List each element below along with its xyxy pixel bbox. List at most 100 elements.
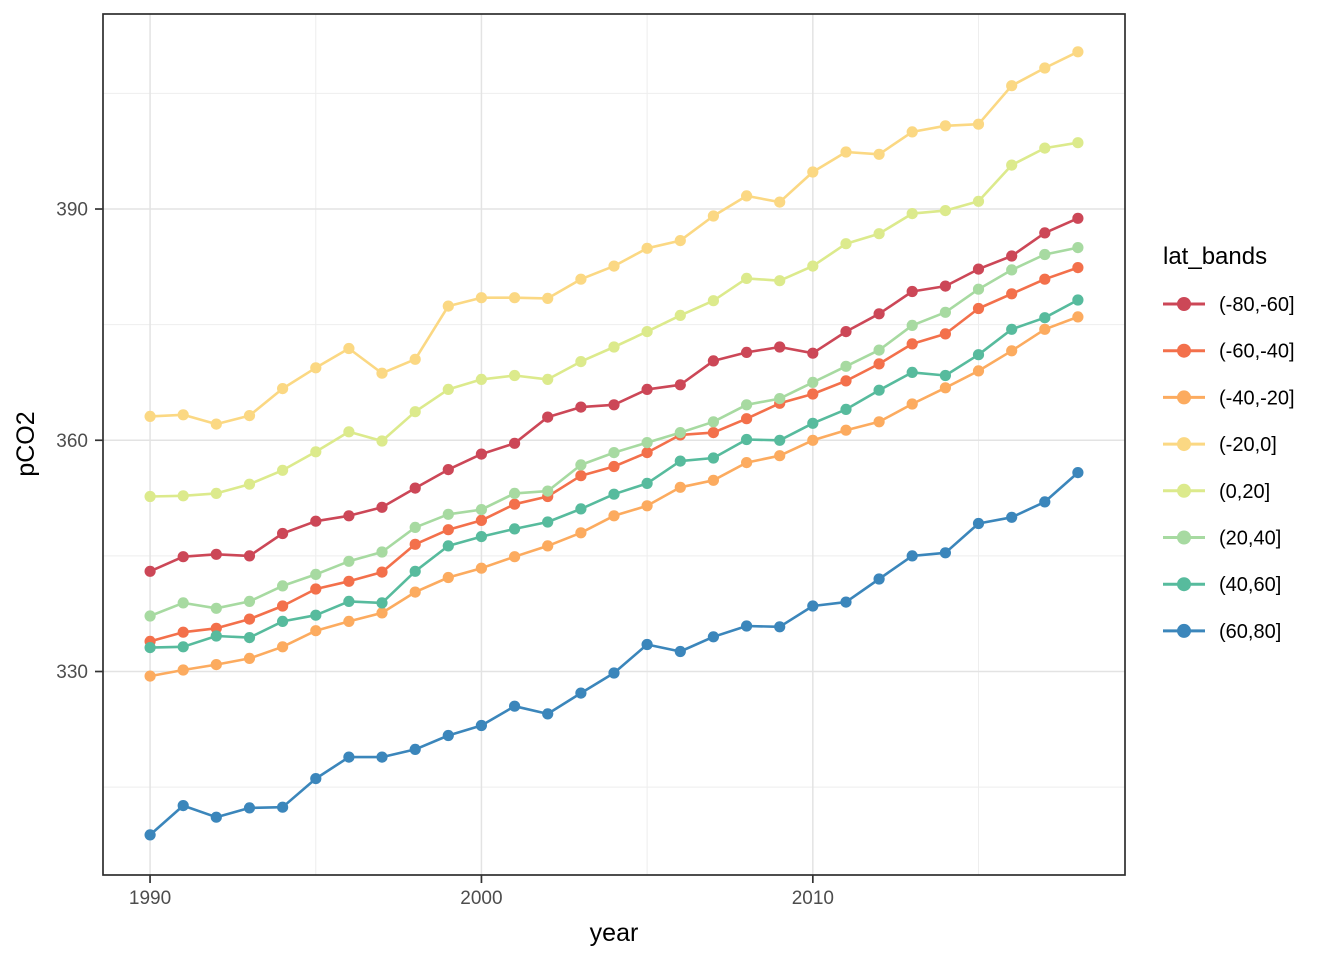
data-point — [575, 459, 587, 471]
data-point — [177, 626, 189, 638]
data-point — [641, 638, 653, 651]
data-point — [310, 609, 322, 621]
legend-item-label: (-60,-40] — [1219, 341, 1295, 363]
data-point — [972, 283, 985, 295]
data-point — [277, 600, 289, 612]
data-point — [177, 490, 189, 502]
data-point — [840, 596, 852, 608]
data-point — [807, 376, 819, 388]
data-point — [774, 450, 786, 462]
data-point — [508, 369, 521, 382]
data-point — [442, 508, 454, 520]
data-point — [641, 242, 653, 254]
y-tick-label: 360 — [56, 431, 88, 452]
data-point — [774, 196, 786, 208]
data-point — [972, 517, 985, 530]
data-point — [508, 523, 521, 535]
legend-key-dot — [1177, 623, 1191, 638]
data-point — [972, 302, 985, 315]
data-point — [707, 295, 720, 307]
legend-item: (0,20] — [1163, 481, 1270, 503]
data-point — [343, 510, 355, 522]
data-point — [1072, 311, 1084, 323]
data-point — [409, 538, 421, 550]
data-point — [906, 126, 918, 138]
data-point — [906, 338, 918, 350]
data-point — [807, 166, 819, 178]
data-point — [774, 621, 786, 633]
data-point — [1006, 511, 1018, 523]
data-point — [707, 416, 720, 428]
data-point — [674, 235, 686, 247]
data-point — [575, 687, 587, 699]
data-point — [641, 447, 653, 459]
data-point — [442, 464, 454, 476]
data-point — [277, 615, 289, 628]
x-axis-title: year — [590, 919, 639, 947]
data-point — [475, 448, 487, 460]
data-point — [939, 306, 952, 318]
data-point — [939, 280, 952, 292]
data-point — [1039, 142, 1051, 154]
data-point — [475, 292, 487, 304]
data-point — [906, 208, 918, 220]
data-point — [939, 205, 952, 217]
data-point — [442, 729, 454, 742]
data-point — [475, 504, 487, 516]
legend-key-dot — [1177, 483, 1191, 498]
data-point — [243, 410, 256, 422]
data-point — [741, 399, 753, 411]
data-point — [873, 573, 885, 585]
data-point — [177, 641, 189, 653]
data-point — [972, 365, 985, 377]
data-point — [840, 238, 852, 250]
data-point — [475, 719, 487, 732]
data-point — [277, 801, 289, 813]
legend-item-label: (0,20] — [1219, 481, 1270, 503]
data-point — [972, 349, 985, 361]
data-point — [707, 631, 720, 643]
data-point — [542, 485, 554, 497]
series — [144, 294, 1084, 654]
data-point — [475, 562, 487, 574]
y-tick-label: 330 — [56, 662, 88, 683]
legend-title: lat_bands — [1163, 243, 1267, 270]
data-point — [210, 548, 222, 560]
data-point — [741, 457, 753, 469]
data-point — [873, 416, 885, 428]
data-point — [674, 309, 686, 321]
data-point — [807, 347, 819, 359]
legend-item-label: (60,80] — [1219, 621, 1281, 643]
data-point — [641, 326, 653, 338]
legend-item: (-60,-40] — [1163, 341, 1295, 363]
data-point — [873, 358, 885, 370]
y-tick-label: 390 — [56, 200, 88, 221]
data-point — [310, 583, 322, 595]
data-point — [442, 383, 454, 395]
data-point — [906, 366, 918, 378]
data-point — [310, 773, 322, 785]
data-point — [1006, 288, 1018, 300]
data-point — [1006, 250, 1018, 262]
data-point — [774, 275, 786, 287]
axis-tick-labels: 1990 2000 2010 330 360 390 — [56, 200, 834, 909]
data-point — [807, 260, 819, 272]
legend-key-dot — [1177, 343, 1191, 358]
data-point — [542, 411, 554, 423]
data-point — [144, 490, 156, 503]
data-point — [277, 383, 289, 395]
data-point — [707, 355, 720, 367]
data-point — [409, 353, 421, 365]
legend-key-dot — [1177, 390, 1191, 405]
data-point — [376, 367, 388, 379]
data-point — [840, 326, 852, 338]
data-point — [1039, 248, 1051, 261]
data-point — [542, 292, 554, 304]
data-point — [343, 615, 355, 628]
data-point — [442, 571, 454, 584]
data-point — [243, 632, 256, 644]
data-point — [1072, 46, 1084, 58]
data-point — [277, 580, 289, 592]
data-point — [641, 383, 653, 395]
